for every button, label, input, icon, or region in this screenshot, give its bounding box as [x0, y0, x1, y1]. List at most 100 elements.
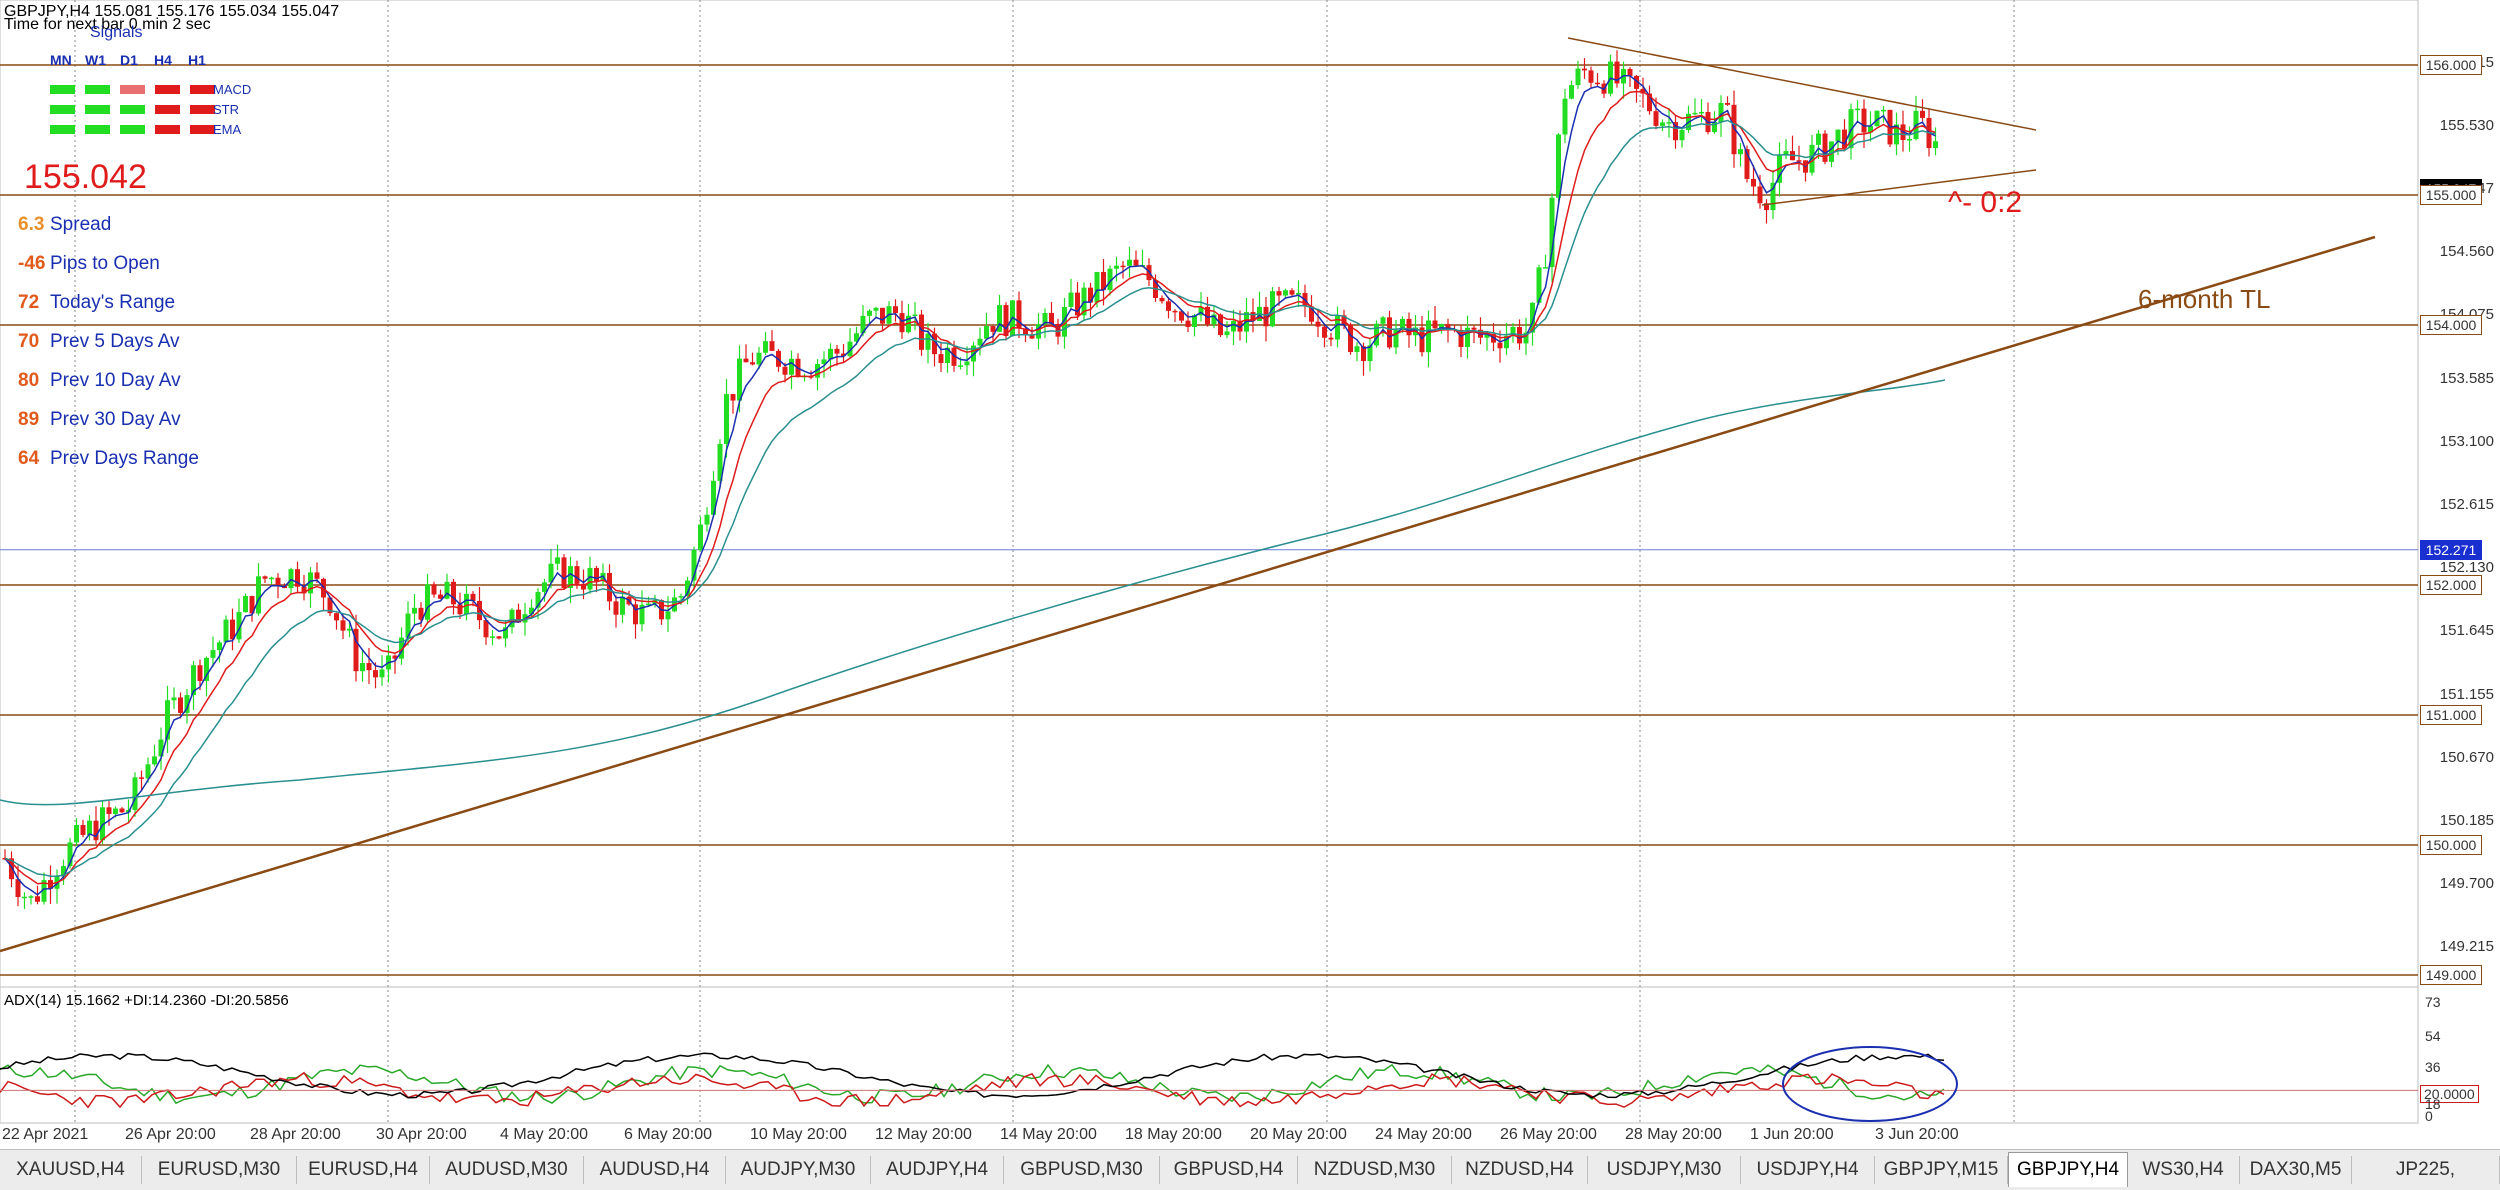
tab-usdjpy-m30[interactable]: USDJPY,M30: [1588, 1156, 1741, 1184]
tab-gbpusd-m30[interactable]: GBPUSD,M30: [1004, 1156, 1160, 1184]
candle-body: [347, 628, 352, 631]
highlight-ellipse: [1782, 1046, 1958, 1122]
price-tick-label: 149.700: [2439, 875, 2494, 892]
tab-eurusd-m30[interactable]: EURUSD,M30: [142, 1156, 297, 1184]
candle-body: [1653, 111, 1659, 126]
stat-label: Pips to Open: [50, 253, 160, 274]
price-tick-label: 149.215: [2439, 938, 2494, 956]
candle-body: [28, 896, 34, 898]
tab-audjpy-h4[interactable]: AUDJPY,H4: [871, 1156, 1004, 1184]
candle-body: [1114, 265, 1119, 269]
tab-xauusd-h4[interactable]: XAUUSD,H4: [0, 1156, 142, 1184]
candle-body: [1348, 324, 1353, 353]
triangle-lower-line[interactable]: [1761, 169, 2037, 206]
candle-body: [1822, 133, 1828, 162]
adx-label: ADX(14) 15.1662 +DI:14.2360 -DI:20.5856: [4, 992, 289, 1009]
candle-body: [1185, 320, 1191, 328]
candle-body: [1432, 320, 1438, 329]
candle-body: [1549, 197, 1555, 268]
candle-body: [1744, 149, 1750, 179]
candle-body: [1556, 134, 1561, 198]
tab-nzdusd-h4[interactable]: NZDUSD,H4: [1452, 1156, 1588, 1184]
tab-audjpy-m30[interactable]: AUDJPY,M30: [726, 1156, 871, 1184]
tab-dax30-m5[interactable]: DAX30,M5: [2240, 1156, 2352, 1184]
candle-body: [243, 596, 248, 613]
candle-body: [1211, 314, 1217, 325]
tab-ws30-h4[interactable]: WS30,H4: [2127, 1156, 2240, 1184]
candle-body: [691, 549, 697, 581]
candle-body: [106, 807, 112, 814]
candle-body: [483, 620, 489, 638]
tab-gbpjpy-h4[interactable]: GBPJPY,H4: [2008, 1152, 2128, 1187]
tab-eurusd-h4[interactable]: EURUSD,H4: [297, 1156, 430, 1184]
triangle-upper-line[interactable]: [1567, 37, 2037, 131]
candle-body: [1328, 337, 1334, 340]
candle-body: [1536, 267, 1542, 303]
price-level-box: 150.000: [2420, 835, 2482, 855]
signal-indicator: [85, 125, 110, 134]
candle-body: [964, 361, 970, 366]
candle-body: [425, 584, 430, 620]
candle-body: [93, 820, 99, 841]
stat-label: Prev 5 Days Av: [50, 331, 180, 352]
stat-label: Prev Days Range: [50, 448, 199, 469]
candle-body: [1848, 109, 1854, 149]
tab-gbpusd-h4[interactable]: GBPUSD,H4: [1160, 1156, 1298, 1184]
candle-body: [1419, 327, 1425, 353]
time-axis-label: 28 Apr 20:00: [250, 1126, 341, 1143]
time-axis-label: 1 Jun 20:00: [1750, 1126, 1834, 1143]
candle-body: [1380, 317, 1386, 324]
candle-body: [61, 866, 66, 877]
time-axis-label: 14 May 20:00: [1000, 1126, 1097, 1143]
stat-label: Prev 10 Day Av: [50, 370, 181, 391]
candle-body: [165, 700, 170, 740]
price-level-box: 156.000: [2420, 55, 2482, 75]
candle-body: [431, 584, 437, 595]
candle-body: [782, 366, 788, 375]
tab-jp225[interactable]: JP225,: [2352, 1156, 2500, 1184]
candle-body: [867, 310, 872, 316]
time-axis-label: 26 May 20:00: [1500, 1126, 1597, 1143]
candle-body: [1666, 122, 1672, 124]
candle-body: [1640, 88, 1646, 94]
candle-body: [379, 669, 385, 678]
candle-body: [841, 353, 846, 357]
candle-body: [1361, 346, 1366, 362]
tab-usdjpy-h4[interactable]: USDJPY,H4: [1741, 1156, 1875, 1184]
main-plot-frame: [0, 0, 2419, 988]
candle-body: [1725, 102, 1730, 105]
candle-body: [1062, 307, 1067, 337]
six-month-trendline[interactable]: [0, 235, 2376, 953]
tab-audusd-h4[interactable]: AUDUSD,H4: [584, 1156, 726, 1184]
candle-body: [1465, 327, 1470, 347]
tab-gbpjpy-m15[interactable]: GBPJPY,M15: [1875, 1156, 2008, 1184]
candle-body: [1042, 312, 1048, 325]
candle-body: [1731, 104, 1737, 155]
candle-body: [873, 307, 879, 311]
candle-body: [334, 613, 339, 621]
tab-audusd-m30[interactable]: AUDUSD,M30: [430, 1156, 584, 1184]
tab-nzdusd-m30[interactable]: NZDUSD,M30: [1298, 1156, 1452, 1184]
stat-value: 72: [18, 292, 40, 313]
ma-long-line: [0, 379, 1946, 806]
signal-row-label: EMA: [213, 122, 242, 137]
candle-body: [1497, 342, 1503, 349]
candle-body: [958, 365, 963, 367]
price-tick-label: 150.670: [2439, 748, 2494, 766]
time-axis-label: 6 May 20:00: [624, 1126, 713, 1143]
candle-body: [548, 563, 554, 583]
candle-body: [1796, 160, 1802, 162]
candle-body: [815, 363, 820, 378]
time-axis-label: 30 Apr 20:00: [376, 1126, 467, 1143]
candle-body: [1588, 70, 1594, 83]
candle-body: [613, 601, 619, 615]
candle-body: [1159, 298, 1165, 302]
candle-body: [925, 333, 931, 350]
time-axis-label: 22 Apr 2021: [2, 1126, 89, 1143]
candle-body: [639, 604, 645, 625]
candle-body: [698, 524, 703, 550]
price-level-box: 151.000: [2420, 705, 2482, 725]
candle-body: [197, 665, 203, 681]
candle-body: [113, 808, 118, 814]
